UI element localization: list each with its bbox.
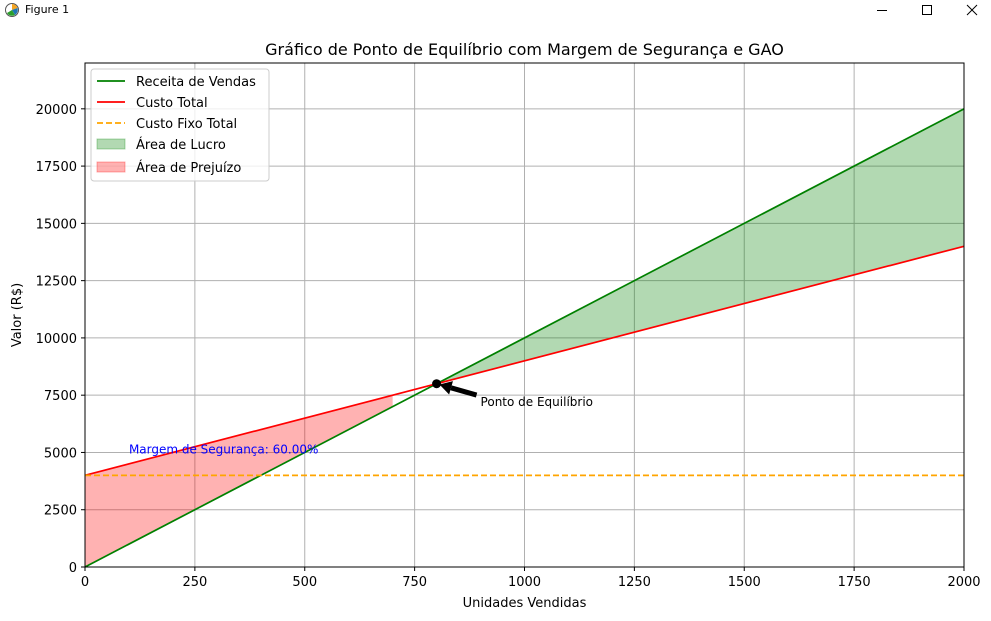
x-tick-label: 500 bbox=[292, 575, 317, 590]
y-tick-label: 7500 bbox=[44, 389, 77, 404]
close-icon bbox=[966, 4, 978, 16]
revenue-line bbox=[84, 108, 965, 568]
y-tick-label: 17500 bbox=[36, 160, 77, 175]
y-tick-label: 10000 bbox=[36, 332, 77, 347]
legend-label: Área de Prejuízo bbox=[136, 160, 241, 176]
break-even-arrow-shaft bbox=[450, 385, 478, 398]
break-even-arrow-head bbox=[439, 381, 453, 395]
window-title: Figure 1 bbox=[25, 3, 70, 16]
y-tick-label: 2500 bbox=[44, 504, 77, 519]
break-even-point bbox=[432, 379, 442, 389]
y-tick-label: 12500 bbox=[36, 275, 77, 290]
chart-title: Gráfico de Ponto de Equilíbrio com Marge… bbox=[265, 40, 784, 59]
y-tick-label: 20000 bbox=[36, 103, 77, 118]
legend-swatch-profit-area bbox=[96, 138, 126, 150]
legend-label: Receita de Vendas bbox=[136, 75, 256, 90]
y-tick-label: 5000 bbox=[44, 446, 77, 461]
loss-area bbox=[85, 395, 393, 567]
x-axis-label: Unidades Vendidas bbox=[463, 596, 587, 611]
legend-label: Área de Lucro bbox=[136, 137, 226, 153]
safety-margin-label: Margem de Segurança: 60.00% bbox=[129, 442, 318, 456]
legend-label: Custo Total bbox=[136, 96, 208, 111]
legend-box bbox=[90, 68, 270, 182]
close-button[interactable] bbox=[949, 0, 991, 20]
maximize-icon bbox=[922, 5, 932, 15]
y-tick-label: 0 bbox=[69, 561, 77, 576]
legend: Receita de Vendas Custo Total Custo Fixo T… bbox=[90, 68, 270, 182]
annotations: Ponto de Equilíbrio Margem de Segurança: … bbox=[129, 379, 593, 456]
matplotlib-figure-icon bbox=[5, 3, 19, 17]
series-lines bbox=[84, 108, 965, 568]
minimize-icon bbox=[877, 10, 887, 11]
legend-label: Custo Fixo Total bbox=[136, 117, 237, 132]
x-tick-label: 1750 bbox=[838, 575, 871, 590]
break-even-label: Ponto de Equilíbrio bbox=[481, 395, 593, 409]
x-tick-label: 0 bbox=[81, 575, 89, 590]
total-cost-line bbox=[84, 245, 965, 477]
minimize-button[interactable] bbox=[859, 0, 905, 20]
axis-ticks: 0 250 500 750 1000 1250 1500 1750 20000250050007… bbox=[36, 103, 981, 590]
maximize-button[interactable] bbox=[904, 0, 950, 20]
x-tick-label: 250 bbox=[182, 575, 207, 590]
x-tick-label: 1000 bbox=[508, 575, 541, 590]
x-tick-label: 1250 bbox=[618, 575, 651, 590]
x-tick-label: 750 bbox=[402, 575, 427, 590]
y-axis-label: Valor (R$) bbox=[10, 283, 25, 347]
title-bar: Figure 1 bbox=[0, 0, 991, 20]
x-tick-label: 1500 bbox=[728, 575, 761, 590]
legend-swatch-loss-area bbox=[96, 161, 126, 173]
y-tick-label: 15000 bbox=[36, 217, 77, 232]
x-tick-label: 2000 bbox=[947, 575, 980, 590]
